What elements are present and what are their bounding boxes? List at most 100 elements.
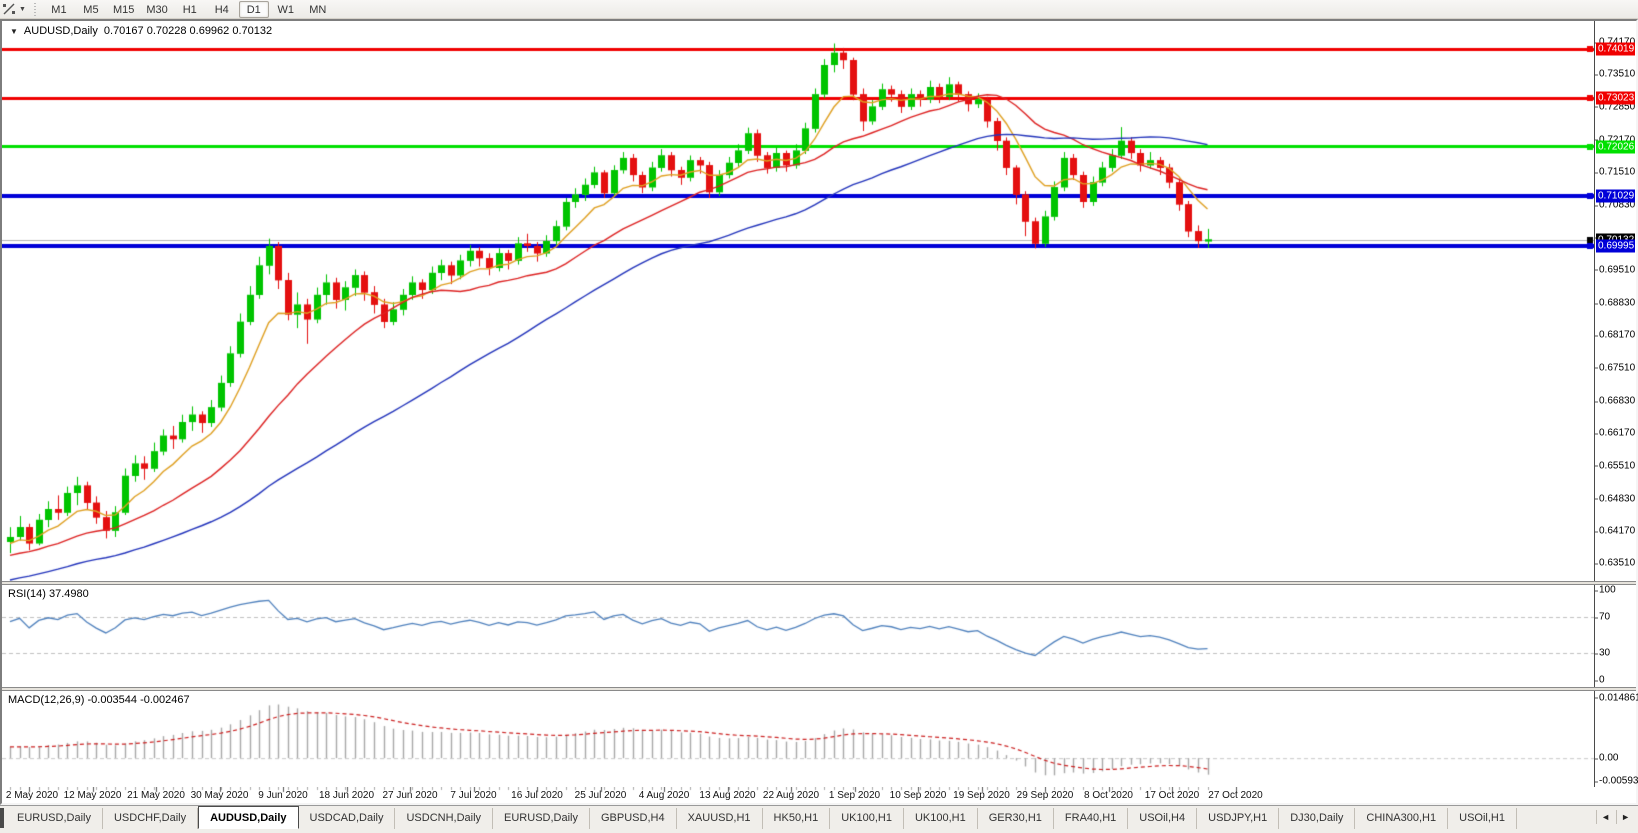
price-axis-tick: 0.70830 <box>1595 200 1635 211</box>
toolbar-grip <box>33 2 39 16</box>
chart-tabbar: EURUSD,Daily USDCHF,Daily AUDUSD,Daily USDC… <box>0 805 1638 833</box>
date-axis-label: 2 May 2020 <box>5 790 59 801</box>
price-axis-tick: 0.64830 <box>1595 493 1635 504</box>
macd-axis[interactable]: 0.014861 0.00 -0.005938 <box>1594 691 1638 787</box>
date-axis-label: 30 May 2020 <box>190 790 249 801</box>
date-axis-label: 17 Oct 2020 <box>1144 790 1200 801</box>
macd-axis-tick: 0.014861 <box>1595 692 1638 703</box>
timeframe-button-h4[interactable]: H4 <box>214 3 229 16</box>
collapse-triangle-icon[interactable]: ▼ <box>10 26 18 36</box>
panel-splitter[interactable] <box>2 687 1636 691</box>
tab-scroll-buttons: ◄ ► <box>1592 808 1638 824</box>
macd-panel: MACD(12,26,9) -0.003544 -0.002467 0.0148… <box>2 691 1638 787</box>
rsi-axis-tick: 0 <box>1595 675 1605 686</box>
date-axis-label: 8 Oct 2020 <box>1084 790 1133 801</box>
date-axis-label: 16 Jul 2020 <box>511 790 563 801</box>
date-axis-label: 4 Aug 2020 <box>638 790 690 801</box>
chart-tab-fra40-h1[interactable]: FRA40,H1 <box>1054 808 1129 829</box>
chart-tab-eurusd-daily[interactable]: EURUSD,Daily <box>6 808 103 829</box>
timeframe-button-m5[interactable]: M5 <box>83 3 99 16</box>
chart-tab-usdcad-daily[interactable]: USDCAD,Daily <box>299 808 396 829</box>
hline-price-label: 0.69995 <box>1596 239 1635 253</box>
chart-tab-china300-h1[interactable]: CHINA300,H1 <box>1355 808 1449 829</box>
tab-scroll-left-icon[interactable]: ◄ <box>1596 810 1614 824</box>
macd-chart-canvas[interactable] <box>2 691 1594 787</box>
timeframe-button-m1[interactable]: M1 <box>51 3 67 16</box>
date-axis-label: 18 Jun 2020 <box>318 790 375 801</box>
date-axis-label: 21 May 2020 <box>127 790 185 801</box>
date-axis-label: 10 Sep 2020 <box>889 790 947 801</box>
candlestick-chart-canvas[interactable] <box>2 21 1594 581</box>
chart-tab-usdchf-daily[interactable]: USDCHF,Daily <box>103 808 199 829</box>
macd-axis-tick: -0.005938 <box>1595 776 1638 787</box>
timeframe-buttons: M1 M5 M15 M30 H1 H4 D1 W1 MN <box>43 0 334 18</box>
macd-axis-tick: 0.00 <box>1595 753 1618 764</box>
date-axis[interactable]: 2 May 2020 12 May 2020 21 May 2020 30 May 2… <box>2 787 1636 803</box>
price-axis-tick: 0.68830 <box>1595 298 1635 309</box>
rsi-axis-tick: 30 <box>1595 648 1610 659</box>
date-axis-label: 19 Sep 2020 <box>953 790 1010 801</box>
chart-tab-usoil-h1[interactable]: USOil,H1 <box>1448 808 1517 829</box>
price-axis-tick: 0.67510 <box>1595 362 1635 373</box>
date-axis-label: 12 May 2020 <box>63 790 122 801</box>
hline-price-label: 0.72026 <box>1596 140 1635 154</box>
chart-tab-audusd-daily[interactable]: AUDUSD,Daily <box>198 806 299 829</box>
chart-tab-gbpusd-h4[interactable]: GBPUSD,H4 <box>590 808 677 829</box>
price-axis-tick: 0.73510 <box>1595 69 1635 80</box>
chart-title: ▼ AUDUSD,Daily 0.70167 0.70228 0.69962 0… <box>10 25 272 37</box>
hline-price-label: 0.73023 <box>1596 91 1635 105</box>
chart-tab-usdjpy-h1[interactable]: USDJPY,H1 <box>1197 808 1280 829</box>
timeframe-button-d1[interactable]: D1 <box>238 0 269 18</box>
price-chart-panel: ▼ AUDUSD,Daily 0.70167 0.70228 0.69962 0… <box>2 21 1636 581</box>
chart-ohlc-values: 0.70167 0.70228 0.69962 0.70132 <box>103 25 273 37</box>
price-axis-tick: 0.68170 <box>1595 330 1635 341</box>
timeframe-button-h1[interactable]: H1 <box>182 3 197 16</box>
panel-splitter[interactable] <box>2 581 1636 585</box>
rsi-panel: RSI(14) 37.4980 100 70 30 0 <box>2 585 1636 687</box>
date-axis-label: 27 Oct 2020 <box>1208 790 1263 801</box>
tabbar-handle[interactable] <box>0 808 4 828</box>
chart-tab-usoil-h4[interactable]: USOil,H4 <box>1128 808 1198 829</box>
price-axis-tick: 0.72170 <box>1595 134 1635 145</box>
price-axis-tick: 0.69510 <box>1595 264 1635 275</box>
price-axis-tick: 0.74170 <box>1595 37 1635 48</box>
date-axis-label: 9 Jun 2020 <box>258 790 308 801</box>
date-axis-label: 29 Sep 2020 <box>1016 790 1074 801</box>
hline-price-label: 0.74019 <box>1596 42 1635 56</box>
timeframe-toolbar: ▼ M1 M5 M15 M30 H1 H4 D1 W1 MN <box>0 0 1638 19</box>
chart-tabs: EURUSD,Daily USDCHF,Daily AUDUSD,Daily USDC… <box>6 806 1517 829</box>
price-axis[interactable]: 0.74170 0.73510 0.72850 0.72170 0.71510 0.708… <box>1594 21 1636 581</box>
chart-workspace: ▼ AUDUSD,Daily 0.70167 0.70228 0.69962 0… <box>0 19 1638 805</box>
timeframe-button-w1[interactable]: W1 <box>277 3 295 16</box>
timeframe-button-mn[interactable]: MN <box>309 3 327 16</box>
chart-tab-dj30-daily[interactable]: DJ30,Daily <box>1279 808 1356 829</box>
date-axis-label: 27 Jun 2020 <box>382 790 438 801</box>
chart-tab-xauusd-h1[interactable]: XAUUSD,H1 <box>677 808 763 829</box>
date-axis-label: 1 Sep 2020 <box>828 790 881 801</box>
line-tools-button[interactable]: ▼ <box>0 2 30 16</box>
date-axis-label: 13 Aug 2020 <box>699 790 756 801</box>
chart-tab-uk100-h1[interactable]: UK100,H1 <box>830 808 904 829</box>
rsi-axis[interactable]: 100 70 30 0 <box>1594 585 1636 687</box>
chart-tab-hk50-h1[interactable]: HK50,H1 <box>763 808 831 829</box>
chart-symbol-label: AUDUSD,Daily <box>23 25 98 37</box>
rsi-axis-tick: 70 <box>1595 612 1610 623</box>
tab-scroll-right-icon[interactable]: ► <box>1616 810 1634 824</box>
chart-tab-usdcnh-daily[interactable]: USDCNH,Daily <box>395 808 494 829</box>
date-axis-label: 7 Jul 2020 <box>450 790 497 801</box>
chart-tab-ger30-h1[interactable]: GER30,H1 <box>978 808 1054 829</box>
rsi-chart-canvas[interactable] <box>2 585 1594 687</box>
price-axis-tick: 0.66170 <box>1595 428 1635 439</box>
price-axis-tick: 0.63510 <box>1595 558 1635 569</box>
date-axis-label: 25 Jul 2020 <box>574 790 627 801</box>
rsi-axis-tick: 100 <box>1595 585 1616 596</box>
chart-tab-eurusd-daily[interactable]: EURUSD,Daily <box>493 808 590 829</box>
timeframe-button-m30[interactable]: M30 <box>146 3 168 16</box>
price-axis-tick: 0.66830 <box>1595 396 1635 407</box>
chart-tab-uk100-h1[interactable]: UK100,H1 <box>904 808 978 829</box>
timeframe-button-m15[interactable]: M15 <box>112 3 135 16</box>
chevron-down-icon: ▼ <box>19 5 26 13</box>
hline-price-label: 0.71029 <box>1596 189 1635 203</box>
price-axis-tick: 0.72850 <box>1595 101 1635 112</box>
